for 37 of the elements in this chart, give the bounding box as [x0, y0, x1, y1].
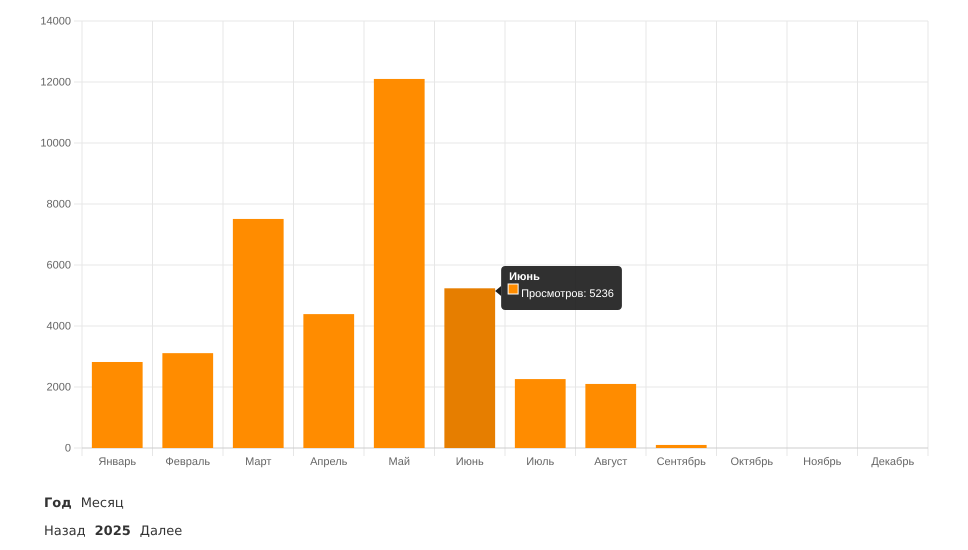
tooltip: Июнь Просмотров: 5236	[495, 266, 622, 310]
bar	[92, 362, 143, 448]
bar	[656, 444, 707, 448]
y-tick-label: 14000	[40, 16, 71, 28]
y-tick-label: 12000	[40, 76, 71, 89]
y-tick-label: 8000	[46, 198, 71, 211]
y-tick-label: 6000	[46, 260, 71, 272]
annotation: Июнь	[509, 271, 540, 283]
x-tick-label: Февраль	[165, 456, 210, 468]
x-tick-label: Май	[388, 456, 410, 468]
text: Далее	[140, 524, 182, 539]
x-tick-label: Апрель	[310, 456, 348, 468]
y-tick-label: 2000	[46, 382, 71, 394]
y-tick-label: 10000	[40, 138, 71, 150]
text: Месяц	[80, 496, 124, 511]
bar	[585, 384, 636, 448]
bar	[162, 353, 214, 448]
text: Назад	[44, 524, 86, 539]
bar	[374, 78, 425, 448]
bar	[444, 288, 496, 448]
text: 2025	[94, 524, 131, 539]
x-tick-label: Июль	[526, 456, 555, 468]
bar	[303, 314, 354, 448]
x-tick-label: Август	[594, 456, 628, 468]
x-tick-label: Октябрь	[730, 456, 774, 468]
bar	[232, 218, 284, 448]
annotation: Просмотров: 5236	[521, 288, 614, 300]
y-tick-label: 4000	[46, 320, 71, 333]
x-tick-label: Декабрь	[871, 456, 914, 468]
x-tick-label: Июнь	[456, 456, 484, 468]
text: Год	[44, 496, 72, 511]
x-tick-label: Сентябрь	[656, 456, 706, 468]
x-tick-label: Январь	[98, 456, 136, 468]
x-tick-label: Ноябрь	[803, 456, 842, 468]
y-tick-label: 0	[64, 442, 71, 455]
x-tick-label: Март	[245, 456, 272, 468]
bar	[514, 379, 566, 448]
